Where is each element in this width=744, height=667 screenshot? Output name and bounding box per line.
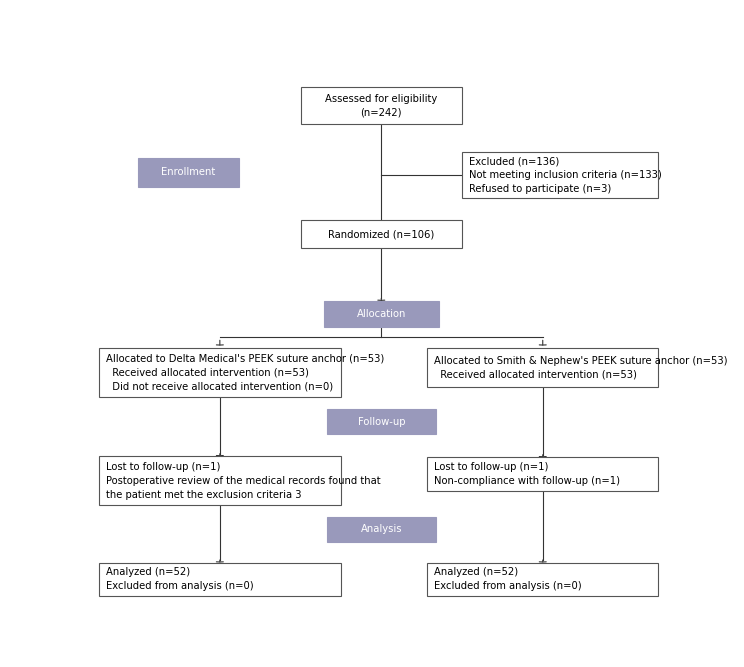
FancyBboxPatch shape [428, 348, 658, 387]
FancyBboxPatch shape [428, 458, 658, 491]
FancyBboxPatch shape [99, 456, 341, 505]
Text: Analyzed (n=52)
Excluded from analysis (n=0): Analyzed (n=52) Excluded from analysis (… [434, 567, 582, 591]
FancyBboxPatch shape [99, 348, 341, 397]
FancyBboxPatch shape [324, 301, 439, 327]
Text: Allocated to Delta Medical's PEEK suture anchor (n=53)
  Received allocated inte: Allocated to Delta Medical's PEEK suture… [106, 354, 384, 392]
Text: Allocated to Smith & Nephew's PEEK suture anchor (n=53)
  Received allocated int: Allocated to Smith & Nephew's PEEK sutur… [434, 356, 728, 380]
FancyBboxPatch shape [301, 220, 462, 248]
Text: Lost to follow-up (n=1)
Non-compliance with follow-up (n=1): Lost to follow-up (n=1) Non-compliance w… [434, 462, 620, 486]
FancyBboxPatch shape [327, 409, 436, 434]
Text: Enrollment: Enrollment [161, 167, 215, 177]
Text: Randomized (n=106): Randomized (n=106) [328, 229, 434, 239]
FancyBboxPatch shape [99, 562, 341, 596]
FancyBboxPatch shape [462, 152, 658, 198]
Text: Analysis: Analysis [361, 524, 402, 534]
FancyBboxPatch shape [428, 562, 658, 596]
Text: Assessed for eligibility
(n=242): Assessed for eligibility (n=242) [325, 94, 437, 117]
FancyBboxPatch shape [327, 516, 436, 542]
Text: Excluded (n=136)
Not meeting inclusion criteria (n=133)
Refused to participate (: Excluded (n=136) Not meeting inclusion c… [469, 156, 661, 194]
Text: Allocation: Allocation [356, 309, 406, 319]
Text: Lost to follow-up (n=1)
Postoperative review of the medical records found that
t: Lost to follow-up (n=1) Postoperative re… [106, 462, 380, 500]
Text: Follow-up: Follow-up [358, 417, 405, 427]
Text: Analyzed (n=52)
Excluded from analysis (n=0): Analyzed (n=52) Excluded from analysis (… [106, 567, 253, 591]
FancyBboxPatch shape [301, 87, 462, 124]
FancyBboxPatch shape [138, 158, 239, 187]
